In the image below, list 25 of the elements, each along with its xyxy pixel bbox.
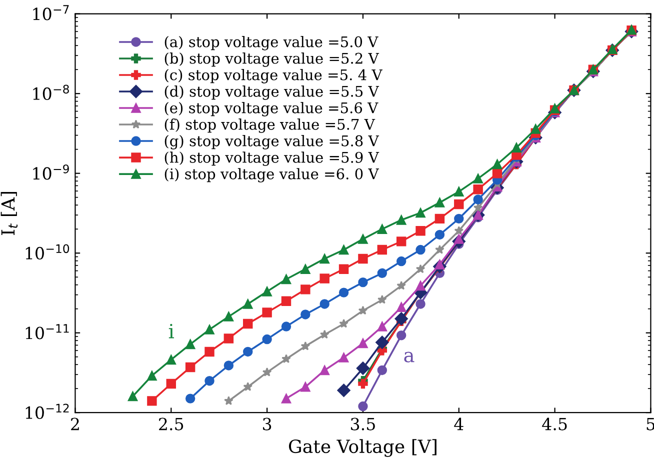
y-tick-label: 10$^{−11}$: [26, 324, 69, 340]
x-axis-title: Gate Voltage [V]: [288, 439, 436, 457]
annotation: a: [404, 352, 414, 362]
annotation: i: [168, 324, 174, 338]
y-tick-label: 10$^{−9}$: [33, 164, 69, 180]
y-tick-label: 10$^{−12}$: [26, 404, 69, 420]
legend-label: (i) stop voltage value =6. 0 V: [164, 168, 379, 182]
legend-label: (f) stop voltage value =5.7 V: [164, 118, 376, 133]
legend-label: (g) stop voltage value =5.8 V: [164, 135, 380, 150]
legend-label: (a) stop voltage value =5.0 V: [164, 36, 378, 50]
y-tick-label: 10$^{−7}$: [33, 5, 69, 20]
x-tick-label: 4: [454, 418, 464, 430]
x-tick-label: 2: [71, 418, 79, 430]
x-tick-label: 3.5: [350, 418, 375, 430]
legend-label: (h) stop voltage value =5.9 V: [164, 152, 380, 166]
y-tick-label: 10$^{−10}$: [26, 244, 70, 260]
legend-label: (b) stop voltage value =5.2 V: [164, 52, 380, 67]
legend-label: (e) stop voltage value =5.6 V: [164, 102, 378, 116]
y-axis-title: I$_{t}$ [A]: [0, 192, 18, 236]
x-tick-label: 3: [263, 418, 272, 430]
y-tick-label: 10$^{−8}$: [33, 84, 69, 100]
x-tick-label: 2.5: [159, 418, 184, 430]
legend-label: (d) stop voltage value =5.5 V: [164, 86, 380, 100]
x-tick-label: 4.5: [542, 418, 567, 430]
legend-label: (c) stop voltage value =5. 4 V: [164, 69, 382, 84]
